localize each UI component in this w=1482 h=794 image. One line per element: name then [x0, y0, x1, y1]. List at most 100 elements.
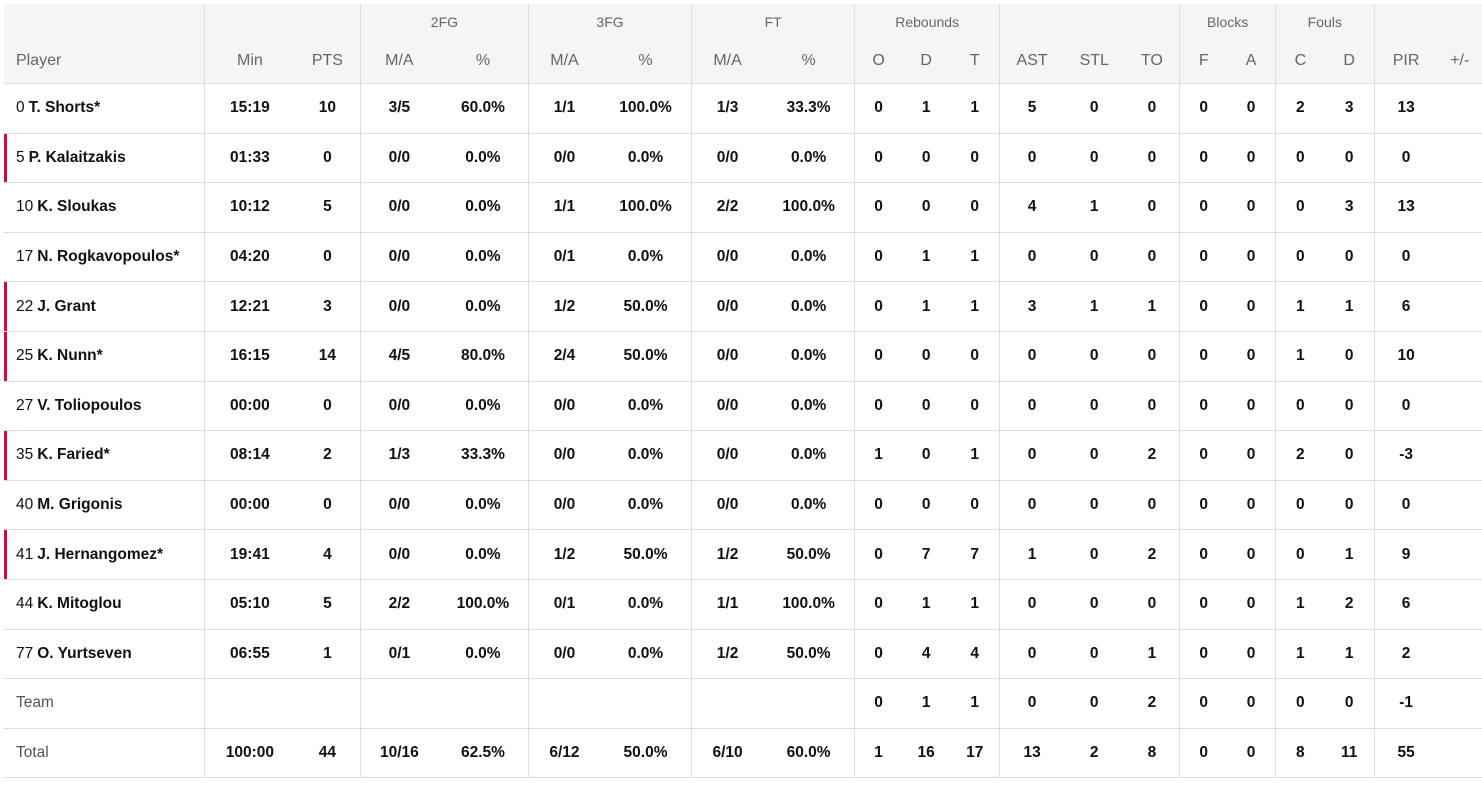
col-reb-d[interactable]: D — [901, 39, 951, 84]
cell-foul-c: 0 — [1274, 381, 1325, 432]
player-cell[interactable]: 22 J. Grant — [4, 281, 205, 332]
cell-blk-a: 0 — [1227, 133, 1276, 184]
cell-reb-t: 0 — [950, 381, 1000, 432]
col-2fg-ma[interactable]: M/A — [359, 39, 438, 84]
col-min[interactable]: Min — [203, 39, 295, 84]
player-cell[interactable]: 41 J. Hernangomez* — [4, 529, 205, 580]
player-row[interactable]: 35 K. Faried* 08:14 2 1/3 33.3% 0/0 0.0% 0/0 0.0%… — [4, 430, 1482, 481]
player-row[interactable]: 22 J. Grant 12:21 3 0/0 0.0% 1/2 50.0% 0/0 0.0% 0 1… — [4, 281, 1482, 332]
cell-min: 16:15 — [203, 331, 295, 382]
col-stl[interactable]: STL — [1064, 39, 1125, 84]
cell-pir: 0 — [1373, 381, 1438, 432]
player-cell[interactable]: 0 T. Shorts* — [4, 83, 205, 134]
cell-to: 0 — [1124, 381, 1180, 432]
player-name-link[interactable]: J. Grant — [37, 297, 96, 315]
col-plus-minus[interactable]: +/- — [1437, 39, 1482, 84]
col-reb-t[interactable]: T — [950, 39, 1000, 84]
player-row[interactable]: 25 K. Nunn* 16:15 14 4/5 80.0% 2/4 50.0% 0/0 0.0%… — [4, 331, 1482, 382]
cell-to: 2 — [1124, 430, 1180, 481]
cell-fg2-pct: 0.0% — [437, 480, 529, 531]
player-name-link[interactable]: P. Kalaitzakis — [28, 148, 126, 166]
player-name-link[interactable]: K. Mitoglou — [37, 595, 122, 613]
cell-reb-o: 0 — [854, 381, 902, 432]
player-cell[interactable]: 44 K. Mitoglou — [4, 579, 205, 630]
cell-pir: 0 — [1373, 232, 1438, 283]
cell-stl: 0 — [1064, 529, 1125, 580]
cell-blk-f: 0 — [1179, 381, 1228, 432]
cell-foul-d: 1 — [1324, 281, 1375, 332]
player-cell[interactable]: 25 K. Nunn* — [4, 331, 205, 382]
col-blk-f[interactable]: F — [1179, 39, 1228, 84]
player-cell[interactable]: 77 O. Yurtseven — [4, 629, 205, 680]
col-ft-ma[interactable]: M/A — [691, 39, 764, 84]
col-foul-d[interactable]: D — [1324, 39, 1375, 84]
cell-pir: 0 — [1373, 480, 1438, 531]
player-cell[interactable]: 5 P. Kalaitzakis — [4, 133, 205, 184]
player-name-link[interactable]: O. Yurtseven — [37, 644, 132, 662]
player-name-link[interactable]: T. Shorts* — [28, 99, 101, 117]
cell-reb-d: 0 — [901, 430, 951, 481]
cell-stl: 0 — [1064, 678, 1125, 729]
cell-blk-a: 0 — [1227, 381, 1276, 432]
player-name-link[interactable]: K. Sloukas — [37, 198, 117, 216]
col-reb-o[interactable]: O — [854, 39, 902, 84]
col-to[interactable]: TO — [1124, 39, 1180, 84]
col-pts[interactable]: PTS — [294, 39, 361, 84]
player-row[interactable]: 17 N. Rogkavopoulos* 04:20 0 0/0 0.0% 0/1 0.0% 0… — [4, 232, 1482, 283]
player-number: 44 — [16, 595, 34, 613]
player-cell[interactable]: 40 M. Grigonis — [4, 480, 205, 531]
cell-reb-d: 4 — [901, 629, 951, 680]
cell-reb-t: 0 — [950, 331, 1000, 382]
cell-fg2-pct: 80.0% — [437, 331, 529, 382]
player-cell[interactable]: 17 N. Rogkavopoulos* — [4, 232, 205, 283]
player-cell[interactable]: 10 K. Sloukas — [4, 182, 205, 233]
cell-ft-ma: 1/2 — [691, 529, 764, 580]
cell-foul-d: 0 — [1324, 381, 1375, 432]
col-foul-c[interactable]: C — [1274, 39, 1325, 84]
player-row[interactable]: 77 O. Yurtseven 06:55 1 0/1 0.0% 0/0 0.0% 1/2 50.… — [4, 629, 1482, 680]
col-2fg-pct[interactable]: % — [437, 39, 529, 84]
player-row[interactable]: 41 J. Hernangomez* 19:41 4 0/0 0.0% 1/2 50.0% 1/… — [4, 529, 1482, 580]
cell-fg3-pct: 0.0% — [599, 629, 692, 680]
cell-reb-o: 1 — [854, 430, 902, 481]
cell-blk-f: 0 — [1179, 232, 1228, 283]
cell-reb-o: 0 — [854, 83, 902, 134]
player-row[interactable]: 44 K. Mitoglou 05:10 5 2/2 100.0% 0/1 0.0% 1/1 10… — [4, 579, 1482, 630]
cell-reb-t: 7 — [950, 529, 1000, 580]
cell-pir: 6 — [1373, 281, 1438, 332]
cell-stl: 1 — [1064, 281, 1125, 332]
cell-reb-t: 0 — [950, 182, 1000, 233]
cell-fg2-pct: 0.0% — [437, 281, 529, 332]
col-pir[interactable]: PIR — [1373, 39, 1438, 84]
cell-fg2-ma: 2/2 — [359, 579, 438, 630]
player-row[interactable]: 40 M. Grigonis 00:00 0 0/0 0.0% 0/0 0.0% 0/0 0.0%… — [4, 480, 1482, 531]
col-ft-pct[interactable]: % — [763, 39, 855, 84]
cell-fg3-ma: 0/0 — [527, 629, 600, 680]
col-player[interactable]: Player — [4, 39, 205, 84]
player-name-link[interactable]: K. Nunn* — [37, 347, 103, 365]
player-name-link[interactable]: V. Toliopoulos — [37, 396, 142, 414]
player-name-link[interactable]: K. Faried* — [37, 446, 110, 464]
cell-stl: 0 — [1064, 480, 1125, 531]
player-cell[interactable]: 27 V. Toliopoulos — [4, 381, 205, 432]
player-row[interactable]: 0 T. Shorts* 15:19 10 3/5 60.0% 1/1 100.0% 1/3 33… — [4, 83, 1482, 134]
cell-fg2-pct: 60.0% — [437, 83, 529, 134]
col-ast[interactable]: AST — [999, 39, 1065, 84]
cell-fg2-ma: 0/0 — [359, 232, 438, 283]
cell-stl: 0 — [1064, 629, 1125, 680]
cell-reb-d: 0 — [901, 182, 951, 233]
player-cell[interactable]: 35 K. Faried* — [4, 430, 205, 481]
player-name-link[interactable]: J. Hernangomez* — [37, 545, 164, 563]
player-number: 0 — [16, 99, 25, 117]
col-blk-a[interactable]: A — [1227, 39, 1276, 84]
player-row[interactable]: 10 K. Sloukas 10:12 5 0/0 0.0% 1/1 100.0% 2/2 100… — [4, 182, 1482, 233]
group-empty — [4, 4, 205, 39]
player-name-link[interactable]: N. Rogkavopoulos* — [37, 248, 180, 266]
player-name-link[interactable]: M. Grigonis — [37, 496, 123, 514]
col-3fg-pct[interactable]: % — [599, 39, 692, 84]
player-row[interactable]: 27 V. Toliopoulos 00:00 0 0/0 0.0% 0/0 0.0% 0/0 0… — [4, 381, 1482, 432]
cell-foul-d: 0 — [1324, 232, 1375, 283]
total-row: Total 100:00 44 10/16 62.5% 6/12 50.0% 6/10 60.0… — [4, 728, 1482, 779]
col-3fg-ma[interactable]: M/A — [527, 39, 600, 84]
player-row[interactable]: 5 P. Kalaitzakis 01:33 0 0/0 0.0% 0/0 0.0% 0/0 0.… — [4, 133, 1482, 184]
